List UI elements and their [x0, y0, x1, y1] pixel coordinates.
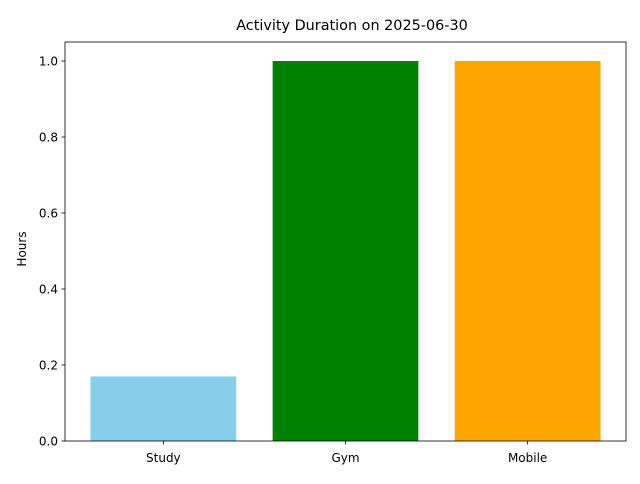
chart-title: Activity Duration on 2025-06-30	[236, 18, 468, 34]
ticks-layer: Study Gym Mobile 0.0 0.2 0.4 0.6 0.8 1.0	[39, 54, 547, 465]
y-axis-label: Hours	[15, 231, 29, 266]
bars-layer	[90, 61, 601, 441]
x-tick-label: Study	[146, 451, 181, 465]
y-tick-label: 0.8	[39, 130, 58, 144]
bar-gym	[272, 61, 419, 441]
y-tick-label: 0.4	[39, 282, 58, 296]
bar-study	[90, 376, 237, 441]
x-tick-label: Gym	[331, 451, 359, 465]
y-tick-label: 0.0	[39, 434, 58, 448]
y-tick-label: 0.2	[39, 358, 58, 372]
y-tick-label: 1.0	[39, 54, 58, 68]
y-tick-label: 0.6	[39, 206, 58, 220]
bar-mobile	[454, 61, 601, 441]
x-tick-label: Mobile	[508, 451, 547, 465]
